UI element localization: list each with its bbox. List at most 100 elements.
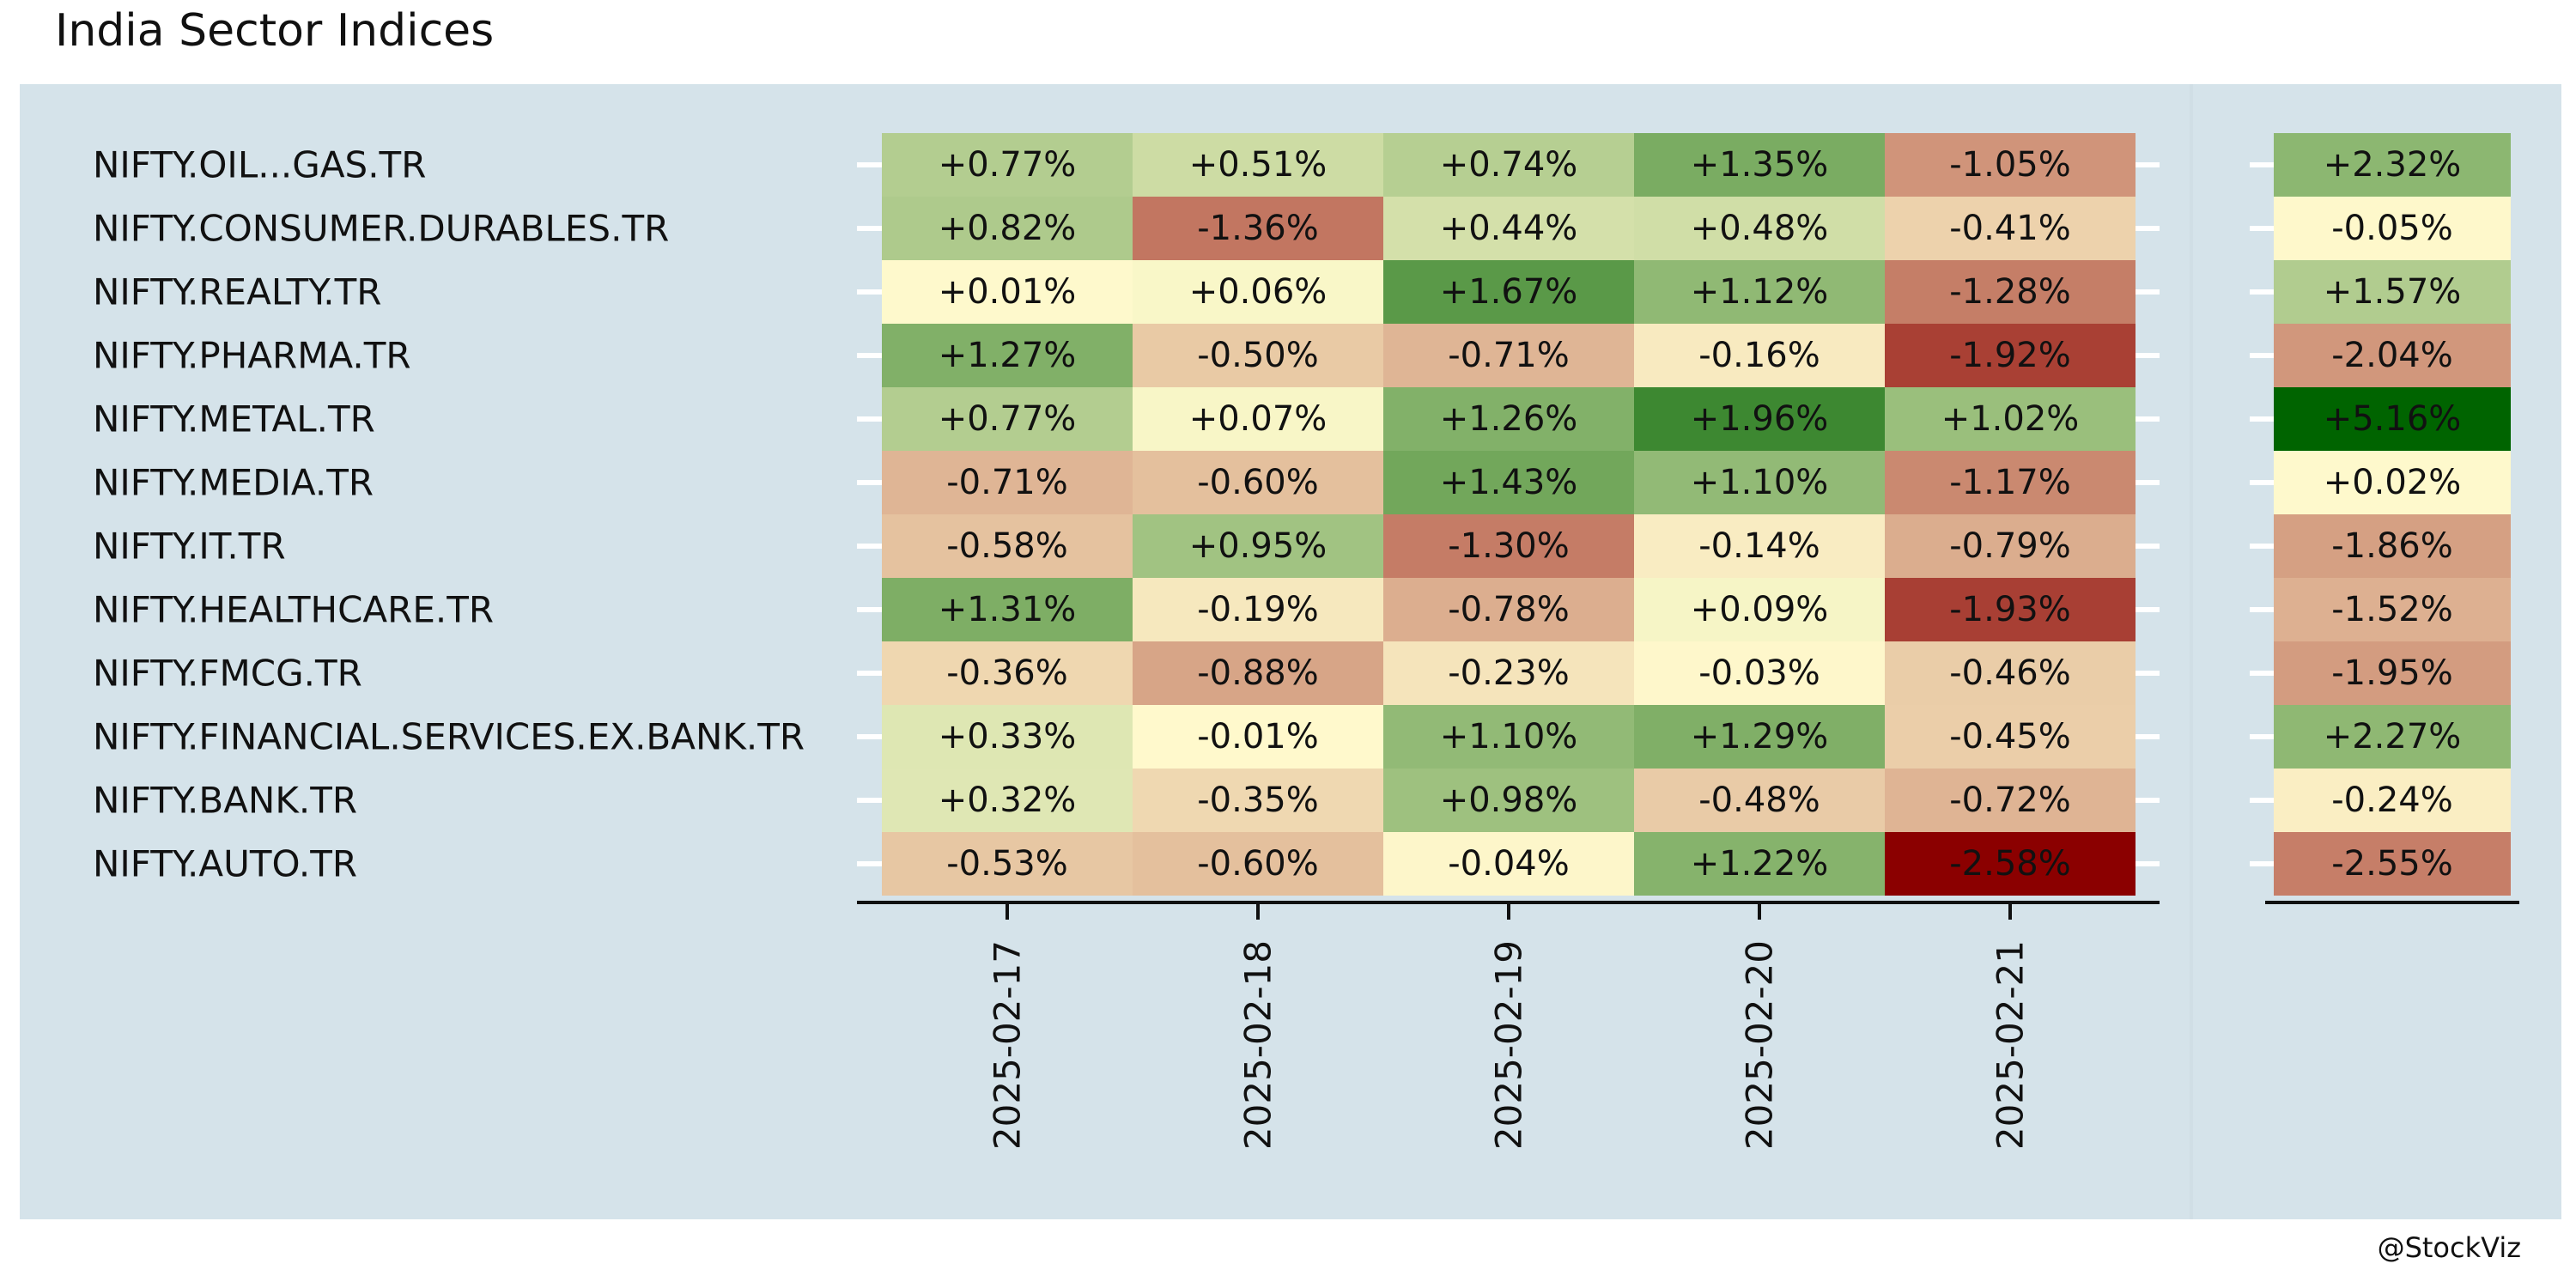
heatmap-cell — [1634, 451, 1885, 514]
cell-label: +0.01% — [939, 272, 1077, 312]
heatmap-cell — [882, 197, 1133, 260]
cell-label: -1.17% — [1949, 463, 2071, 502]
total-cell — [2274, 387, 2511, 451]
heatmap-cell — [1634, 324, 1885, 387]
cell-label: -0.19% — [1197, 590, 1319, 629]
row-label: NIFTY.FMCG.TR — [93, 653, 362, 695]
heatmap-cell — [1383, 387, 1634, 451]
heatmap-cell — [1885, 133, 2136, 197]
cell-label: -0.79% — [1949, 526, 2071, 566]
cell-label: +1.02% — [1941, 399, 2080, 439]
cell-label: -0.14% — [1698, 526, 1820, 566]
cell-label: -0.46% — [1949, 653, 2071, 693]
cell-label: -0.36% — [946, 653, 1068, 693]
cell-label: -0.03% — [1698, 653, 1820, 693]
cell-label: -0.35% — [1197, 781, 1319, 820]
heatmap-cell — [1133, 641, 1383, 705]
total-label: +1.57% — [2324, 272, 2462, 312]
heatmap-cell — [1383, 324, 1634, 387]
heatmap-cell — [1885, 578, 2136, 641]
credit-label: @StockViz — [2377, 1231, 2521, 1264]
cell-label: -0.01% — [1197, 717, 1319, 756]
row-label: NIFTY.PHARMA.TR — [93, 335, 411, 377]
heatmap-cell — [1133, 197, 1383, 260]
cell-label: +1.10% — [1440, 717, 1578, 756]
cell-label: +0.82% — [939, 209, 1077, 248]
heatmap-cell — [1634, 197, 1885, 260]
cell-label: -0.50% — [1197, 336, 1319, 375]
total-label: -1.52% — [2331, 590, 2453, 629]
cell-label: -1.93% — [1949, 590, 2071, 629]
total-label: -0.24% — [2331, 781, 2453, 820]
heatmap-cell — [1133, 451, 1383, 514]
cell-label: -2.58% — [1949, 844, 2071, 884]
cell-label: +0.07% — [1189, 399, 1327, 439]
heatmap-cell — [1133, 769, 1383, 832]
heatmap-cell — [1885, 451, 2136, 514]
heatmap-cell — [1383, 832, 1634, 896]
heatmap-cell — [1885, 514, 2136, 578]
cell-label: +1.29% — [1691, 717, 1829, 756]
cell-label: +0.48% — [1691, 209, 1829, 248]
heatmap-cell — [882, 705, 1133, 769]
cell-label: +0.09% — [1691, 590, 1829, 629]
heatmap-cell — [1634, 705, 1885, 769]
heatmap-cell — [882, 324, 1133, 387]
total-label: +2.32% — [2324, 145, 2462, 185]
cell-label: +0.44% — [1440, 209, 1578, 248]
row-label: NIFTY.BANK.TR — [93, 780, 357, 822]
cell-label: -0.45% — [1949, 717, 2071, 756]
heatmap-cell — [1885, 197, 2136, 260]
chart-title: India Sector Indices — [55, 5, 495, 57]
heatmap-cell — [882, 514, 1133, 578]
cell-label: -0.04% — [1448, 844, 1570, 884]
row-label: NIFTY.AUTO.TR — [93, 843, 357, 885]
total-label: +5.16% — [2324, 399, 2462, 439]
heatmap-cell — [1885, 705, 2136, 769]
heatmap-cell — [1133, 832, 1383, 896]
heatmap-cell — [1885, 260, 2136, 324]
row-label: NIFTY.FINANCIAL.SERVICES.EX.BANK.TR — [93, 716, 805, 758]
total-label: -2.55% — [2331, 844, 2453, 884]
cell-label: -0.16% — [1698, 336, 1820, 375]
row-label: NIFTY.METAL.TR — [93, 398, 375, 440]
heatmap-cell — [1634, 514, 1885, 578]
row-label: NIFTY.IT.TR — [93, 526, 286, 568]
heatmap-cell — [1885, 387, 2136, 451]
cell-label: -0.71% — [1448, 336, 1570, 375]
total-cell — [2274, 197, 2511, 260]
total-label: +2.27% — [2324, 717, 2462, 756]
total-label: -2.04% — [2331, 336, 2453, 375]
x-tick-label: 2025-02-21 — [1990, 940, 2032, 1150]
heatmap-cell — [1634, 769, 1885, 832]
heatmap-cell — [1383, 260, 1634, 324]
row-label: NIFTY.MEDIA.TR — [93, 462, 374, 504]
x-tick-label: 2025-02-17 — [987, 940, 1029, 1150]
cell-label: +1.10% — [1691, 463, 1829, 502]
cell-label: -0.60% — [1197, 844, 1319, 884]
cell-label: -1.36% — [1197, 209, 1319, 248]
heatmap-cell — [882, 260, 1133, 324]
cell-label: +0.77% — [939, 399, 1077, 439]
total-label: -0.05% — [2331, 209, 2453, 248]
heatmap-cell — [1383, 514, 1634, 578]
heatmap-cell — [1885, 832, 2136, 896]
cell-label: +1.31% — [939, 590, 1077, 629]
row-label: NIFTY.CONSUMER.DURABLES.TR — [93, 208, 669, 250]
heatmap-cell — [1133, 578, 1383, 641]
cell-label: +0.51% — [1189, 145, 1327, 185]
cell-label: -0.23% — [1448, 653, 1570, 693]
heatmap-cell — [882, 769, 1133, 832]
cell-label: +0.98% — [1440, 781, 1578, 820]
heatmap-cell — [1885, 769, 2136, 832]
total-label: -1.95% — [2331, 653, 2453, 693]
x-tick-label: 2025-02-18 — [1237, 940, 1279, 1150]
total-cell — [2274, 578, 2511, 641]
heatmap-cell — [1885, 641, 2136, 705]
cell-label: +1.26% — [1440, 399, 1578, 439]
cell-label: +1.27% — [939, 336, 1077, 375]
total-cell — [2274, 769, 2511, 832]
cell-label: +0.06% — [1189, 272, 1327, 312]
heatmap-cell — [1133, 260, 1383, 324]
